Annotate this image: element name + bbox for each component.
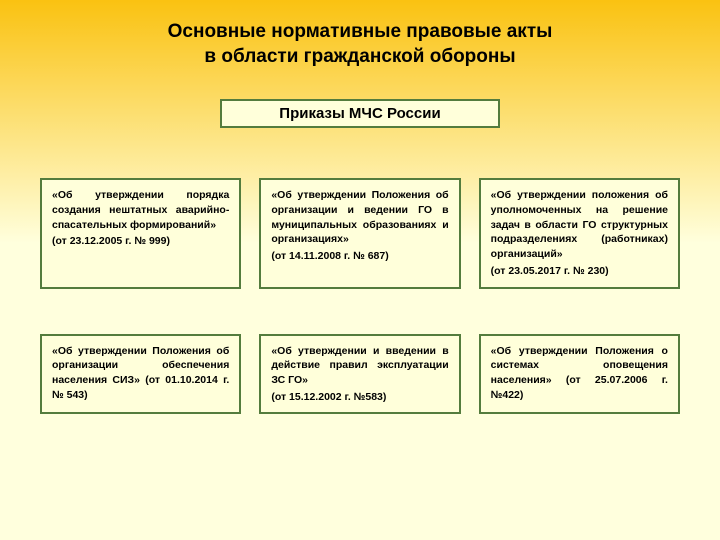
card-date: (от 23.12.2005 г. № 999) xyxy=(52,234,229,249)
card-title: «Об утверждении Положения об организации… xyxy=(52,344,229,403)
title-line-2: в области гражданской обороны xyxy=(40,45,680,70)
subtitle-text: Приказы МЧС России xyxy=(279,105,440,122)
card-2-2: «Об утверждении и введении в действие пр… xyxy=(259,334,460,415)
page: Основные нормативные правовые акты в обл… xyxy=(0,0,720,540)
card-2-3: «Об утверждении Положения о системах опо… xyxy=(479,334,680,415)
card-date: (от 23.05.2017 г. № 230) xyxy=(491,264,668,279)
card-1-3: «Об утверждении положения об уполномочен… xyxy=(479,178,680,288)
card-date: (от 15.12.2002 г. №583) xyxy=(271,390,448,405)
card-title: «Об утверждении положения об уполномочен… xyxy=(491,188,668,261)
card-title: «Об утверждении и введении в действие пр… xyxy=(271,344,448,388)
card-1-1: «Об утверждении порядка создания нештатн… xyxy=(40,178,241,288)
card-date: (от 14.11.2008 г. № 687) xyxy=(271,249,448,264)
card-title: «Об утверждении Положения о системах опо… xyxy=(491,344,668,403)
page-title: Основные нормативные правовые акты в обл… xyxy=(40,20,680,69)
card-title: «Об утверждении порядка создания нештатн… xyxy=(52,188,229,232)
subtitle-box: Приказы МЧС России xyxy=(220,99,500,128)
card-title: «Об утверждении Положения об организации… xyxy=(271,188,448,247)
card-2-1: «Об утверждении Положения об организации… xyxy=(40,334,241,415)
card-1-2: «Об утверждении Положения об организации… xyxy=(259,178,460,288)
row-1: «Об утверждении порядка создания нештатн… xyxy=(40,178,680,288)
row-2: «Об утверждении Положения об организации… xyxy=(40,334,680,415)
title-line-1: Основные нормативные правовые акты xyxy=(40,20,680,45)
